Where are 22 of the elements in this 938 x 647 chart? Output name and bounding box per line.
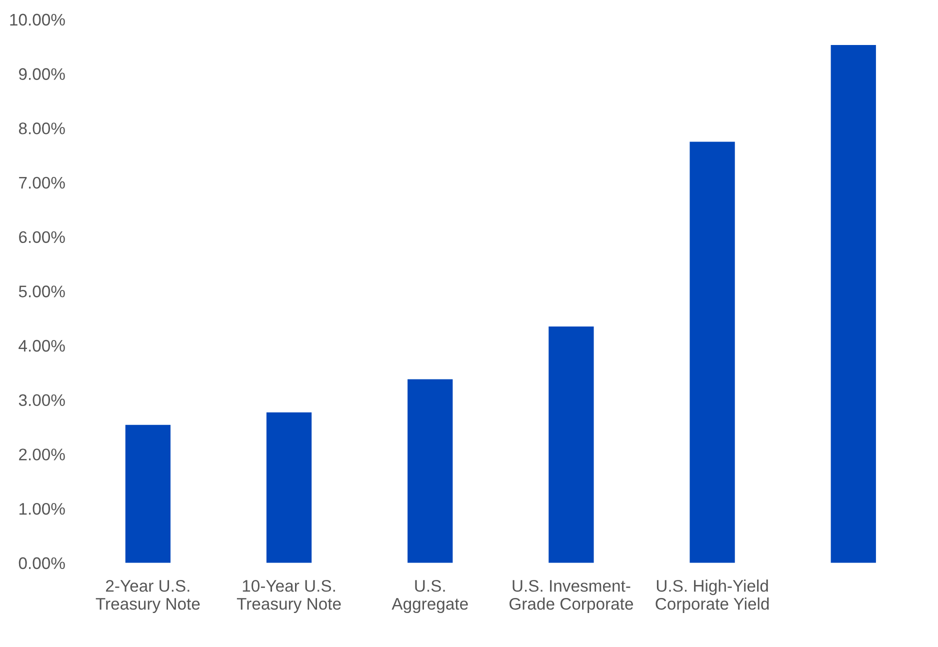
y-tick-label: 9.00%: [19, 68, 65, 80]
y-tick-label: 8.00%: [18, 122, 65, 134]
y-tick-label: 4.00%: [18, 340, 65, 352]
bar: [548, 326, 594, 563]
bar: [830, 44, 876, 563]
y-tick-label: 5.00%: [18, 286, 65, 298]
x-tick-label: U.S. Aggregate: [392, 580, 468, 614]
y-tick-label: 1.00%: [20, 502, 65, 515]
x-tick-label: 10-Year U.S. Treasury Note: [236, 580, 341, 614]
y-tick-label: 7.00%: [19, 176, 65, 189]
y-tick-label: 2.00%: [19, 448, 65, 460]
bar: [266, 412, 312, 563]
y-tick-label: 0.00%: [18, 557, 65, 570]
x-tick-label: U.S. Invesment- Grade Corporate: [510, 580, 634, 614]
bar: [408, 379, 453, 563]
y-tick-label: 6.00%: [19, 231, 65, 244]
bar: [690, 142, 735, 563]
y-tick-label: 10.00%: [10, 14, 65, 26]
y-tick-label: 3.00%: [18, 394, 65, 406]
bar: [125, 424, 171, 563]
x-tick-label: 2-Year U.S. Treasury Note: [96, 580, 200, 614]
x-tick-label: U.S. High-Yield Corporate Yield: [656, 580, 769, 614]
